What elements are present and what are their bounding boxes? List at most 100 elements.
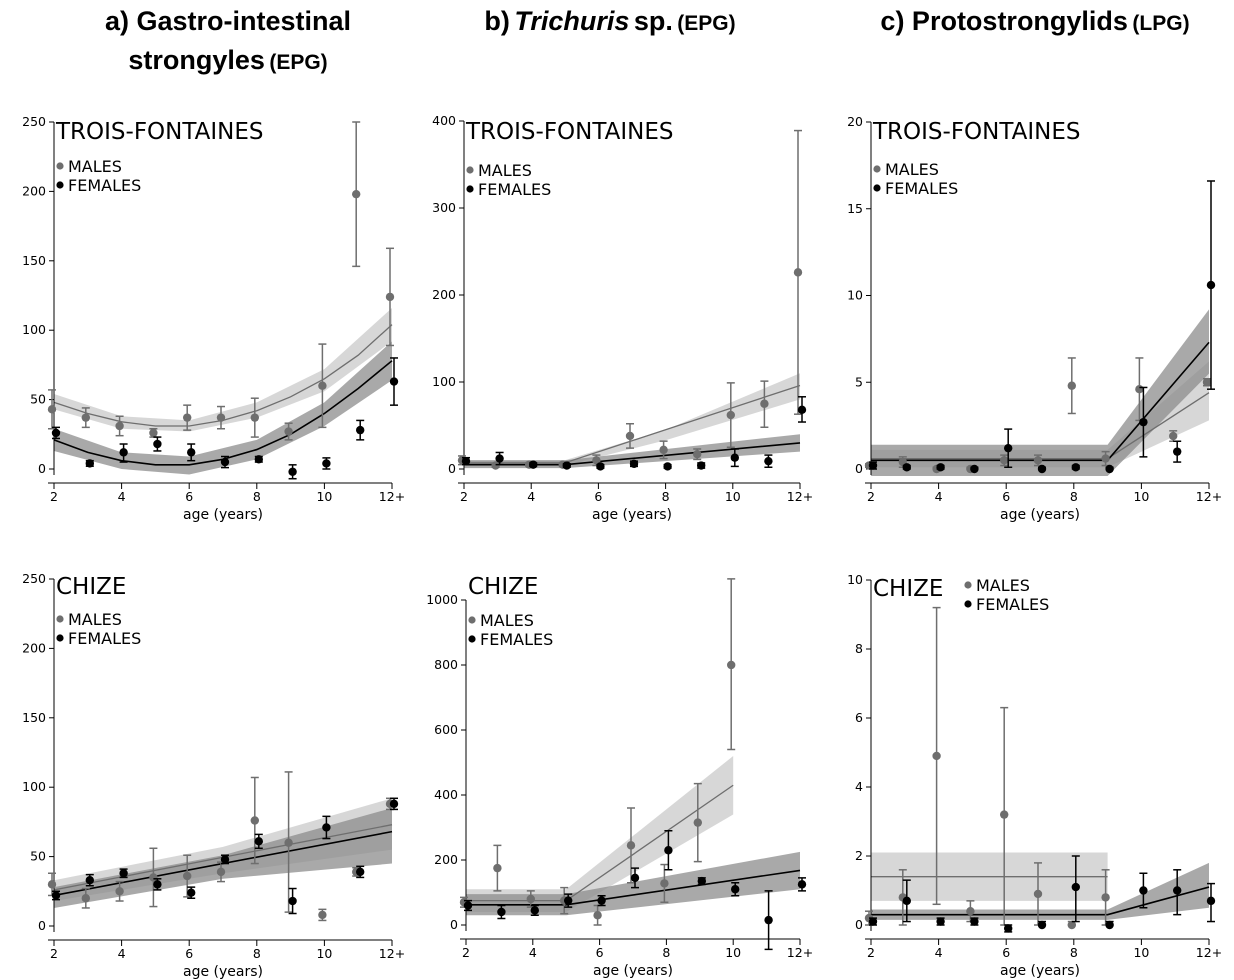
males-point (592, 454, 601, 467)
x-tick-label: 2 (460, 489, 468, 504)
legend-males-label: MALES (478, 161, 532, 180)
panel-b-prefix: b) (484, 6, 510, 36)
males-marker (493, 863, 502, 873)
females-marker (797, 405, 807, 415)
x-tick-label: 2 (867, 945, 875, 960)
males-point (626, 807, 636, 884)
females-point (85, 459, 95, 468)
females-marker (1173, 886, 1182, 895)
legend-females-marker (56, 634, 64, 642)
females-point (629, 459, 639, 468)
males-point (352, 121, 361, 268)
y-tick-label: 200 (432, 287, 456, 302)
females-confidence-band (871, 862, 1209, 920)
x-tick-label: 8 (253, 489, 261, 504)
females-point (902, 463, 911, 472)
x-tick-label: 4 (118, 946, 126, 961)
x-tick-label: 12+ (1196, 489, 1222, 504)
males-point (318, 343, 327, 429)
males-marker (526, 894, 535, 904)
legend-females-marker (468, 635, 476, 643)
males-marker (726, 410, 735, 420)
y-tick-label: 20 (847, 114, 863, 129)
males-marker (593, 911, 602, 920)
females-marker (1004, 443, 1013, 453)
y-tick-label: 5 (855, 374, 863, 389)
females-marker (1037, 920, 1047, 930)
females-point (322, 815, 331, 840)
females-point (51, 890, 61, 901)
y-tick-label: 1000 (426, 592, 458, 607)
x-tick-label: 4 (935, 945, 943, 960)
females-point (356, 419, 365, 441)
females-point (797, 396, 807, 423)
males-marker (1067, 920, 1077, 930)
females-point (731, 882, 740, 897)
females-marker (730, 453, 739, 462)
males-point (149, 847, 158, 908)
males-point (727, 578, 736, 751)
males-marker (47, 880, 57, 889)
legend-females-marker (466, 185, 474, 193)
males-point (660, 863, 669, 903)
females-point (597, 895, 606, 907)
females-marker (461, 456, 471, 466)
males-marker (1101, 454, 1110, 463)
x-tick-label: 10 (316, 489, 332, 504)
females-marker (868, 461, 878, 470)
females-point (663, 462, 672, 471)
females-marker (596, 462, 605, 471)
females-marker (220, 457, 230, 467)
females-point (1139, 386, 1148, 458)
males-point (1067, 357, 1077, 415)
females-marker (153, 439, 162, 449)
y-tick-label: 2 (855, 848, 863, 863)
legend-females-label: FEMALES (885, 179, 958, 198)
females-point (562, 461, 571, 470)
females-point (288, 464, 297, 480)
females-marker (119, 448, 128, 457)
females-point (153, 436, 162, 452)
males-marker (183, 413, 192, 422)
females-point (322, 457, 331, 470)
x-tick-label: 6 (1002, 489, 1010, 504)
x-tick-label: 6 (185, 489, 193, 504)
females-marker (85, 875, 95, 885)
females-point (1105, 464, 1114, 474)
males-point (793, 129, 803, 415)
females-marker (153, 880, 162, 889)
males-confidence-band (464, 373, 800, 466)
x-tick-label: 10 (725, 945, 741, 960)
x-tick-label: 6 (185, 946, 193, 961)
females-marker (697, 876, 706, 886)
females-point (1071, 855, 1081, 923)
y-tick-label: 4 (855, 779, 863, 794)
males-marker (1101, 893, 1110, 902)
panel-b-title: b) Trichuris sp. (EPG) (440, 4, 780, 43)
y-tick-label: 0 (450, 917, 458, 932)
males-point (81, 887, 91, 909)
females-point (764, 454, 773, 469)
x-tick-label: 4 (118, 489, 126, 504)
females-point (1206, 882, 1216, 923)
males-point (1033, 862, 1043, 926)
females-marker (1173, 447, 1182, 456)
females-confidence-band (466, 851, 800, 916)
females-point (1037, 464, 1047, 474)
females-point (664, 830, 673, 871)
females-point (630, 867, 640, 889)
females-marker (389, 377, 399, 386)
y-tick-label: 600 (434, 722, 458, 737)
males-point (284, 771, 293, 913)
panel-b-suffix: sp. (633, 6, 673, 36)
x-tick-label: 8 (1070, 489, 1078, 504)
males-marker (318, 910, 327, 920)
legend-males-marker (56, 162, 64, 170)
males-point (47, 389, 57, 430)
males-marker (1033, 456, 1043, 465)
x-tick-label: 2 (462, 945, 470, 960)
females-marker (356, 867, 365, 877)
males-marker (216, 413, 226, 422)
legend-males-label: MALES (976, 576, 1030, 595)
females-point (868, 917, 878, 926)
